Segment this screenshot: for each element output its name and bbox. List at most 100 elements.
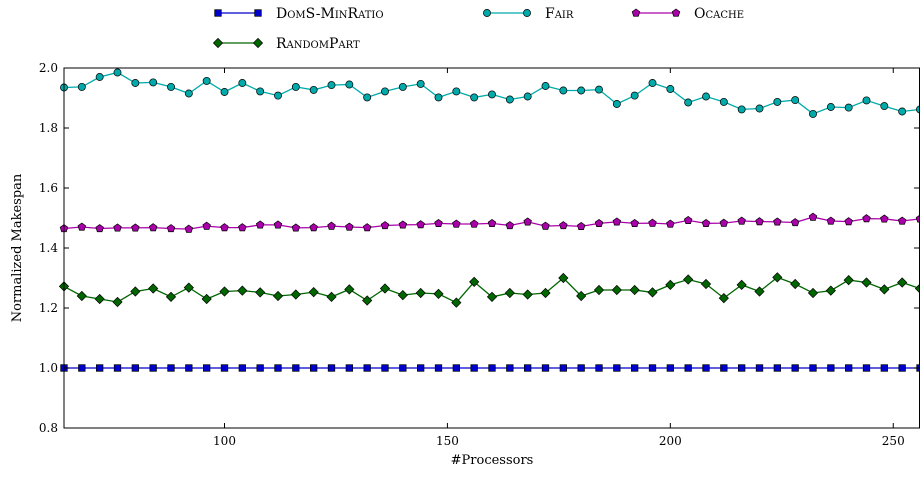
y-tick-label: 0.8 xyxy=(39,421,58,435)
legend-marker xyxy=(212,37,224,49)
data-point-fair xyxy=(309,85,318,94)
data-point-fair xyxy=(113,68,122,77)
data-point-ocache xyxy=(469,219,479,228)
data-point-fair xyxy=(345,80,354,89)
data-point-doms-minratio xyxy=(595,364,603,372)
legend-marker xyxy=(671,8,681,17)
data-point-ocache xyxy=(131,223,140,232)
data-point-randompart xyxy=(415,287,426,299)
data-point-doms-minratio xyxy=(452,364,460,372)
data-point-ocache xyxy=(576,221,586,230)
data-point-ocache xyxy=(790,218,800,227)
data-point-doms-minratio xyxy=(577,364,585,372)
data-point-doms-minratio xyxy=(203,364,211,372)
data-point-randompart xyxy=(914,283,920,294)
x-tick-label: 100 xyxy=(213,434,236,448)
legend-marker xyxy=(254,9,262,17)
data-point-fair xyxy=(666,85,675,93)
data-point-randompart xyxy=(486,291,498,302)
data-point-randompart xyxy=(772,272,783,283)
data-point-randompart xyxy=(219,286,230,297)
data-point-fair xyxy=(898,107,907,116)
data-point-randompart xyxy=(718,293,729,304)
legend-label: RandomPart xyxy=(276,36,360,52)
axis-ticks: 100 150 200 250 0.8 1.0 1.2 1.4 1.6 1.8 2.0 xyxy=(39,61,919,448)
data-point-doms-minratio xyxy=(149,364,157,372)
data-point-randompart xyxy=(308,287,319,298)
data-point-ocache xyxy=(862,214,871,223)
data-point-doms-minratio xyxy=(666,364,674,372)
data-point-ocache xyxy=(880,214,889,223)
data-point-fair xyxy=(363,93,372,102)
data-point-randompart xyxy=(344,284,355,295)
data-point-randompart xyxy=(326,291,337,302)
data-point-fair xyxy=(523,92,532,101)
y-tick-label: 1.8 xyxy=(39,121,58,135)
data-point-fair xyxy=(131,79,140,87)
legend-item-ocache: Ocache xyxy=(631,6,744,22)
series-doms-minratio xyxy=(60,364,920,372)
data-point-doms-minratio xyxy=(541,364,550,372)
data-point-fair xyxy=(470,93,479,102)
data-point-doms-minratio xyxy=(220,364,229,372)
data-point-fair xyxy=(149,78,158,87)
data-point-doms-minratio xyxy=(809,364,817,372)
data-point-fair xyxy=(826,103,835,111)
data-point-fair xyxy=(719,97,728,106)
data-point-randompart xyxy=(237,285,248,296)
data-point-ocache xyxy=(434,218,443,227)
data-point-randompart xyxy=(94,293,105,305)
data-point-randompart xyxy=(255,287,266,298)
data-point-fair xyxy=(274,91,282,100)
y-tick-label: 1.2 xyxy=(39,301,58,315)
legend-marker xyxy=(252,37,264,49)
data-point-randompart xyxy=(700,278,712,290)
x-tick-label: 250 xyxy=(882,434,905,448)
data-point-ocache xyxy=(683,215,693,224)
data-point-doms-minratio xyxy=(434,364,443,372)
data-point-randompart xyxy=(272,290,284,302)
data-point-fair xyxy=(755,104,764,113)
data-point-doms-minratio xyxy=(791,364,799,372)
legend-label: DomS-MinRatio xyxy=(276,6,384,22)
legend: DomS-MinRatio Fair Ocache RandomPart xyxy=(212,6,744,52)
series-ocache xyxy=(59,212,920,233)
data-point-randompart xyxy=(665,279,676,290)
data-point-ocache xyxy=(594,218,604,227)
data-point-fair xyxy=(452,87,461,96)
data-point-doms-minratio xyxy=(310,364,318,372)
data-point-ocache xyxy=(113,223,122,232)
data-point-randompart xyxy=(362,295,373,306)
data-point-randompart xyxy=(807,287,819,299)
data-point-randompart xyxy=(576,290,587,302)
data-point-ocache xyxy=(273,220,283,229)
data-point-doms-minratio xyxy=(78,364,86,372)
data-point-fair xyxy=(398,82,407,91)
data-point-randompart xyxy=(148,283,159,294)
data-point-fair xyxy=(95,73,104,81)
data-point-randompart xyxy=(593,284,605,296)
data-point-doms-minratio xyxy=(274,364,282,372)
data-point-ocache xyxy=(648,218,657,227)
data-point-doms-minratio xyxy=(345,364,353,372)
data-point-doms-minratio xyxy=(827,364,835,372)
data-point-fair xyxy=(684,98,693,107)
y-tick-label: 1.4 xyxy=(39,241,58,255)
data-point-ocache xyxy=(487,218,497,227)
series-randompart xyxy=(58,272,920,308)
data-point-randompart xyxy=(683,274,694,285)
data-point-ocache xyxy=(897,216,907,225)
data-point-fair xyxy=(702,92,710,101)
data-point-ocache xyxy=(202,221,211,230)
data-point-fair xyxy=(595,85,603,94)
data-point-doms-minratio xyxy=(113,364,122,372)
legend-marker xyxy=(523,9,531,17)
data-point-ocache xyxy=(505,221,515,230)
plot-area: 100 150 200 250 0.8 1.0 1.2 1.4 1.6 1.8 2.0 xyxy=(39,61,920,448)
data-point-doms-minratio xyxy=(845,364,853,372)
data-point-doms-minratio xyxy=(702,364,710,372)
data-point-ocache xyxy=(416,220,425,229)
data-point-randompart xyxy=(558,272,569,284)
data-point-randompart xyxy=(790,278,801,290)
